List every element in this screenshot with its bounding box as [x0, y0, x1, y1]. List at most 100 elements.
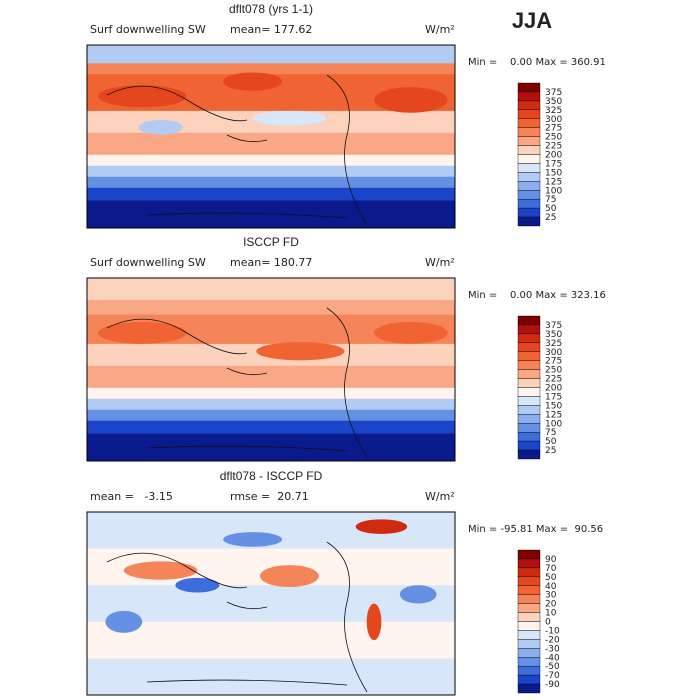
colorbar-box: [517, 207, 541, 218]
colorbar-box: [517, 648, 541, 658]
coastline: [106, 74, 368, 226]
map-band: [87, 45, 455, 64]
colorbar-label: 50: [545, 204, 557, 214]
colorbar-box: [517, 163, 541, 173]
map-region: [374, 321, 448, 344]
colorbar-box: [517, 216, 541, 227]
colorbar-box: [517, 683, 541, 694]
colorbar-box: [517, 440, 541, 451]
colorbar-box: [517, 342, 541, 352]
colorbar-label: 20: [545, 600, 557, 610]
map-band: [87, 433, 455, 461]
map-region: [138, 120, 183, 135]
map-region: [355, 519, 408, 534]
map-band: [87, 387, 455, 400]
colorbar-box: [517, 315, 541, 326]
units-label: W/m²: [425, 490, 455, 503]
map-region: [374, 87, 448, 113]
colorbar-label: 325: [545, 106, 562, 116]
panel-title: dflt078 (yrs 1-1): [229, 2, 313, 16]
colorbar-box: [517, 145, 541, 155]
colorbar-label: -50: [545, 662, 560, 672]
colorbar-box: [517, 369, 541, 379]
colorbar-box: [517, 351, 541, 361]
map-band: [87, 278, 455, 301]
colorbar-label: 25: [545, 213, 556, 223]
colorbar-box: [517, 172, 541, 182]
coastline: [106, 307, 368, 459]
map-region: [259, 565, 319, 588]
colorbar-label: 75: [545, 428, 556, 438]
field-label: Surf downwelling SW: [90, 23, 206, 36]
colorbar-box: [517, 378, 541, 388]
map-band: [87, 398, 455, 411]
map: [87, 512, 455, 695]
map-frame: [86, 511, 456, 696]
map-band: [87, 200, 455, 228]
map-band: [87, 585, 455, 623]
colorbar-box: [517, 387, 541, 397]
field-label: Surf downwelling SW: [90, 256, 206, 269]
colorbar-label: 50: [545, 437, 557, 447]
colorbar-label: 25: [545, 446, 556, 456]
colorbar-box: [517, 190, 541, 200]
units-label: W/m²: [425, 256, 455, 269]
colorbar-box: [517, 567, 541, 578]
colorbar-box: [517, 198, 541, 209]
map-region: [105, 610, 143, 633]
colorbar-label: 30: [545, 591, 557, 601]
colorbar-box: [517, 674, 541, 685]
map-region: [98, 321, 187, 344]
colorbar-label: 90: [545, 555, 557, 565]
colorbar-label: 225: [545, 375, 562, 385]
colorbar-label: -10: [545, 626, 560, 636]
colorbar-label: 225: [545, 142, 562, 152]
colorbar-box: [517, 118, 541, 128]
colorbar-box: [517, 91, 541, 102]
colorbar-label: 40: [545, 582, 557, 592]
colorbar-box: [517, 576, 541, 586]
map-region: [223, 72, 283, 91]
colorbar-label: 325: [545, 339, 562, 349]
colorbar-box: [517, 100, 541, 111]
colorbar-label: 10: [545, 609, 557, 619]
colorbar-box: [517, 405, 541, 415]
colorbar-box: [517, 612, 541, 622]
field-label: mean = -3.15: [90, 490, 173, 503]
map-band: [87, 63, 455, 75]
map-band: [87, 154, 455, 167]
colorbar-box: [517, 154, 541, 164]
stat-label: mean= 180.77: [230, 256, 312, 269]
map-band: [87, 187, 455, 202]
colorbar-box: [517, 630, 541, 640]
colorbar-box: [517, 360, 541, 370]
colorbar-label: 100: [545, 186, 562, 196]
colorbar-label: 275: [545, 124, 562, 134]
colorbar-label: 250: [545, 366, 562, 376]
colorbar-box: [517, 639, 541, 649]
map-band: [87, 658, 455, 695]
colorbar-box: [517, 549, 541, 560]
colorbar-box: [517, 396, 541, 406]
colorbar-label: -90: [545, 680, 560, 690]
colorbar-label: 300: [545, 348, 562, 358]
map-band: [87, 132, 455, 156]
map-region: [256, 342, 345, 361]
map-frame: [86, 277, 456, 462]
colorbar-box: [517, 181, 541, 191]
colorbar-label: 70: [545, 564, 557, 574]
colorbar-label: -20: [545, 635, 560, 645]
coastline: [106, 541, 368, 693]
panel-title: dflt078 - ISCCP FD: [220, 469, 323, 483]
map-band: [87, 420, 455, 435]
colorbar-label: 150: [545, 401, 562, 411]
colorbar-box: [517, 109, 541, 119]
map-region: [252, 110, 327, 126]
colorbar-box: [517, 449, 541, 460]
colorbar-box: [517, 431, 541, 442]
colorbar-label: 125: [545, 177, 562, 187]
colorbar-label: 350: [545, 97, 562, 107]
map-band: [87, 176, 455, 189]
map: [87, 278, 455, 461]
